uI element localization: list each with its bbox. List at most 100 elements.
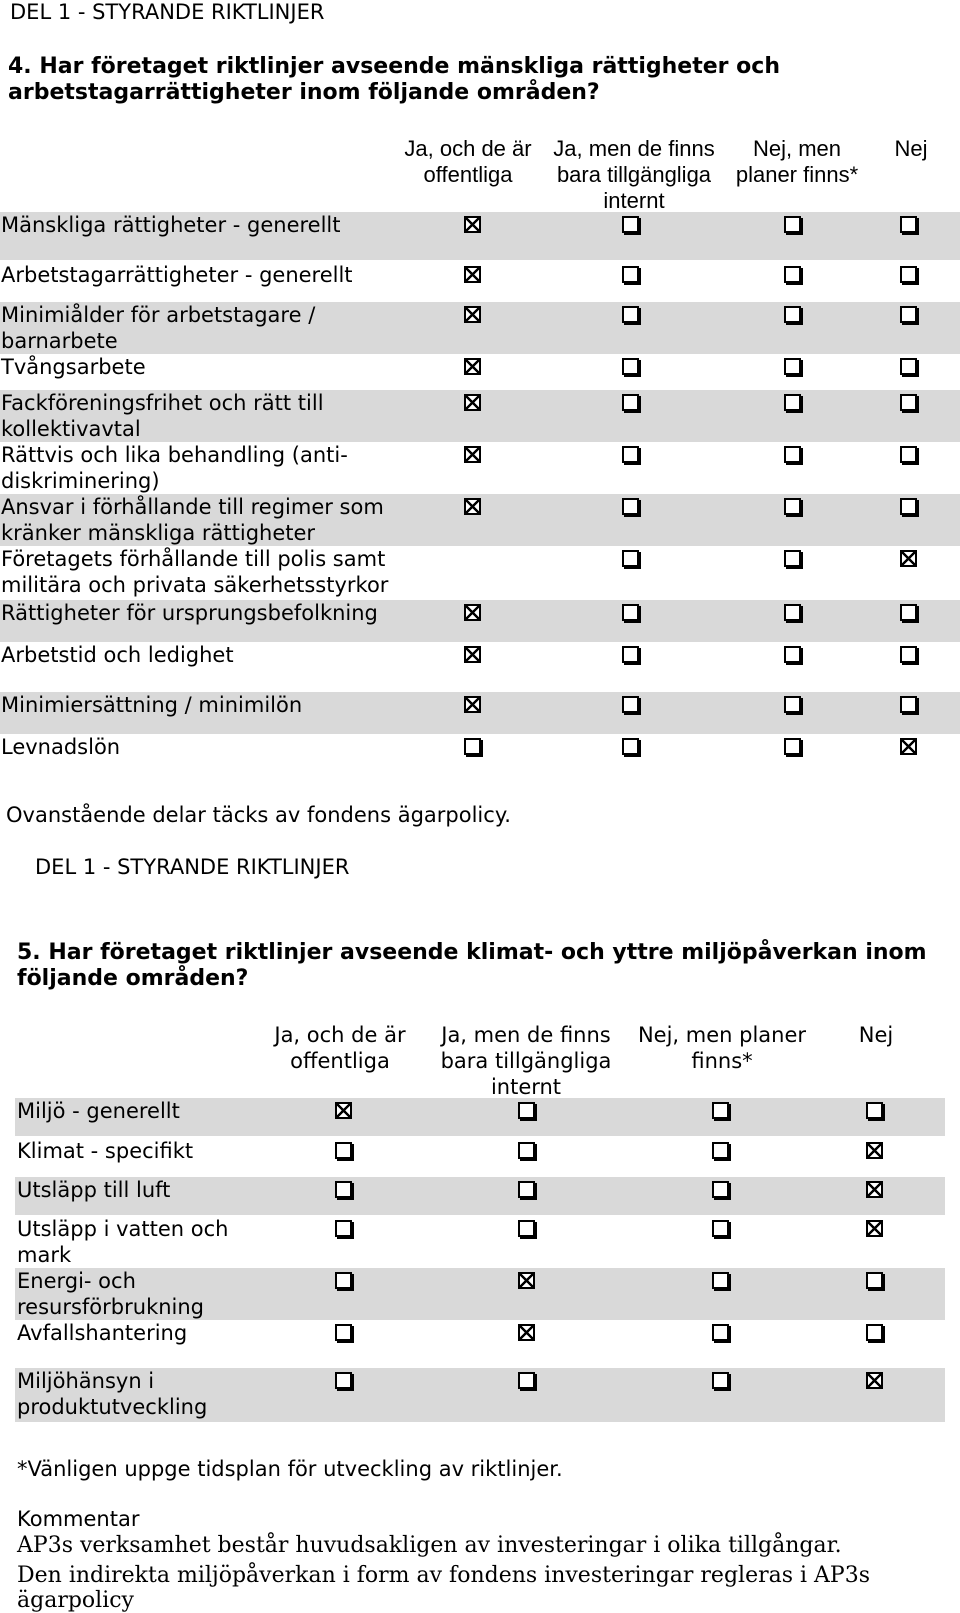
- checkbox-empty[interactable]: [622, 394, 639, 411]
- checkbox-empty[interactable]: [622, 738, 639, 755]
- checkbox-empty[interactable]: [784, 216, 801, 233]
- checkbox-empty[interactable]: [900, 216, 917, 233]
- checkbox-empty[interactable]: [712, 1142, 729, 1159]
- checkbox-empty[interactable]: [900, 446, 917, 463]
- checkbox-empty[interactable]: [712, 1324, 729, 1341]
- checkbox-empty[interactable]: [622, 358, 639, 375]
- checkbox-checked[interactable]: [518, 1324, 535, 1341]
- table-row: Energi- och resursförbrukning: [15, 1268, 945, 1320]
- checkbox-checked[interactable]: [464, 696, 481, 713]
- checkbox-empty[interactable]: [866, 1102, 883, 1119]
- column-header-public: Ja, och de är offentliga: [404, 136, 532, 187]
- table-row: Arbetstid och ledighet: [0, 642, 960, 690]
- checkbox-checked[interactable]: [464, 604, 481, 621]
- checkbox-checked[interactable]: [866, 1142, 883, 1159]
- row-label: Minimiålder för arbetstagare / barnarbet…: [1, 303, 316, 353]
- checkbox-checked[interactable]: [335, 1102, 352, 1119]
- row-label: Energi- och resursförbrukning: [17, 1269, 205, 1319]
- checkbox-checked[interactable]: [866, 1220, 883, 1237]
- checkbox-empty[interactable]: [712, 1220, 729, 1237]
- checkbox-empty[interactable]: [622, 604, 639, 621]
- row-label: Rättvis och lika behandling (anti-diskri…: [1, 443, 348, 493]
- checkbox-empty[interactable]: [335, 1181, 352, 1198]
- row-label: Utsläpp till luft: [17, 1178, 171, 1202]
- checkbox-empty[interactable]: [900, 604, 917, 621]
- row-label: Avfallshantering: [17, 1321, 188, 1345]
- checkbox-empty[interactable]: [784, 266, 801, 283]
- checkbox-empty[interactable]: [784, 498, 801, 515]
- checkbox-empty[interactable]: [900, 358, 917, 375]
- checkbox-empty[interactable]: [900, 306, 917, 323]
- checkbox-empty[interactable]: [784, 696, 801, 713]
- checkbox-checked[interactable]: [464, 646, 481, 663]
- checkbox-empty[interactable]: [622, 550, 639, 567]
- row-label: Företagets förhållande till polis samt m…: [1, 547, 389, 597]
- checkbox-empty[interactable]: [622, 498, 639, 515]
- checkbox-empty[interactable]: [900, 696, 917, 713]
- checkbox-empty[interactable]: [866, 1272, 883, 1289]
- checkbox-empty[interactable]: [866, 1324, 883, 1341]
- row-label: Mänskliga rättigheter - generellt: [1, 213, 341, 237]
- checkbox-empty[interactable]: [518, 1102, 535, 1119]
- question-title: 4. Har företaget riktlinjer avseende män…: [8, 54, 780, 105]
- checkbox-checked[interactable]: [900, 738, 917, 755]
- column-header-public: Ja, och de är offentliga: [274, 1023, 406, 1073]
- checkbox-empty[interactable]: [784, 646, 801, 663]
- table-row: Minimiersättning / minimilön: [0, 692, 960, 734]
- checkbox-checked[interactable]: [464, 266, 481, 283]
- checkbox-checked[interactable]: [866, 1181, 883, 1198]
- table-row: Minimiålder för arbetstagare / barnarbet…: [0, 302, 960, 354]
- checkbox-empty[interactable]: [784, 604, 801, 621]
- checkbox-empty[interactable]: [622, 446, 639, 463]
- checkbox-empty[interactable]: [335, 1142, 352, 1159]
- checkbox-empty[interactable]: [712, 1372, 729, 1389]
- checkbox-empty[interactable]: [622, 696, 639, 713]
- checkbox-checked[interactable]: [518, 1272, 535, 1289]
- checkbox-empty[interactable]: [518, 1220, 535, 1237]
- checkbox-empty[interactable]: [464, 738, 481, 755]
- checkbox-checked[interactable]: [464, 216, 481, 233]
- checkbox-empty[interactable]: [712, 1181, 729, 1198]
- row-label: Arbetstagarrättigheter - generellt: [1, 263, 353, 287]
- row-label: Tvångsarbete: [1, 355, 146, 379]
- checkbox-checked[interactable]: [866, 1372, 883, 1389]
- checkbox-empty[interactable]: [335, 1324, 352, 1341]
- row-label: Minimiersättning / minimilön: [1, 693, 303, 717]
- checkbox-empty[interactable]: [784, 394, 801, 411]
- checkbox-empty[interactable]: [622, 646, 639, 663]
- checkbox-empty[interactable]: [622, 266, 639, 283]
- comment-label: Kommentar: [17, 1507, 140, 1531]
- checkbox-empty[interactable]: [335, 1220, 352, 1237]
- checkbox-empty[interactable]: [622, 306, 639, 323]
- checkbox-checked[interactable]: [464, 358, 481, 375]
- table-row: Fackföreningsfrihet och rätt till kollek…: [0, 390, 960, 442]
- row-label: Miljöhänsyn i produktutveckling: [17, 1369, 208, 1419]
- checkbox-empty[interactable]: [784, 550, 801, 567]
- checkbox-checked[interactable]: [464, 306, 481, 323]
- checkbox-empty[interactable]: [335, 1372, 352, 1389]
- checkbox-empty[interactable]: [784, 738, 801, 755]
- checkbox-empty[interactable]: [900, 498, 917, 515]
- column-header-planned: Nej, men planer finns*: [735, 136, 859, 187]
- checkbox-empty[interactable]: [518, 1142, 535, 1159]
- checkbox-empty[interactable]: [712, 1272, 729, 1289]
- row-label: Ansvar i förhållande till regimer som kr…: [1, 495, 384, 545]
- checkbox-empty[interactable]: [335, 1272, 352, 1289]
- table-row: Ansvar i förhållande till regimer som kr…: [0, 494, 960, 546]
- checkbox-empty[interactable]: [900, 394, 917, 411]
- table-row: Miljöhänsyn i produktutveckling: [15, 1368, 945, 1422]
- checkbox-empty[interactable]: [518, 1372, 535, 1389]
- checkbox-checked[interactable]: [464, 446, 481, 463]
- checkbox-checked[interactable]: [464, 394, 481, 411]
- checkbox-checked[interactable]: [464, 498, 481, 515]
- checkbox-empty[interactable]: [622, 216, 639, 233]
- table-row: Tvångsarbete: [0, 354, 960, 390]
- checkbox-empty[interactable]: [900, 266, 917, 283]
- checkbox-empty[interactable]: [784, 446, 801, 463]
- checkbox-empty[interactable]: [784, 306, 801, 323]
- checkbox-empty[interactable]: [712, 1102, 729, 1119]
- checkbox-empty[interactable]: [784, 358, 801, 375]
- checkbox-checked[interactable]: [900, 550, 917, 567]
- checkbox-empty[interactable]: [518, 1181, 535, 1198]
- checkbox-empty[interactable]: [900, 646, 917, 663]
